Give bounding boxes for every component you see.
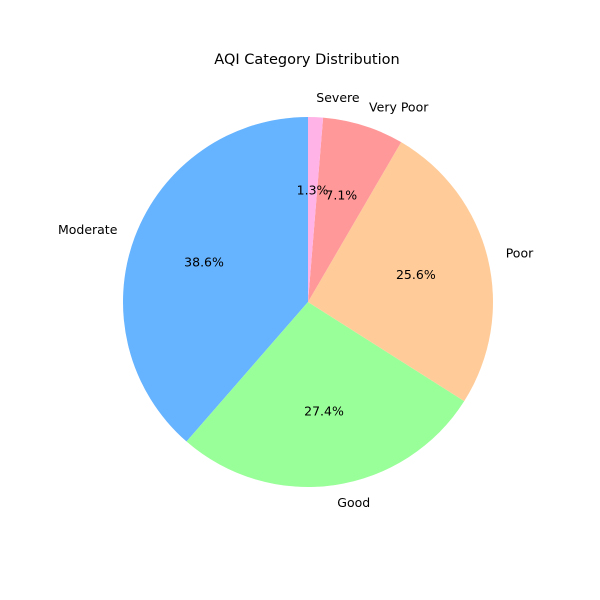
slice-percent-good: 27.4% [304,403,344,418]
pie-slice-severe [308,117,324,302]
chart-title: AQI Category Distribution [214,52,399,68]
pie-slice-good [186,302,465,487]
slice-label-moderate: Moderate [58,222,118,237]
slice-label-good: Good [337,495,370,510]
pie-slice-moderate [122,117,308,442]
slice-label-severe: Severe [316,90,360,105]
slice-percent-very-poor: 7.1% [325,188,357,203]
slice-percent-severe: 1.3% [297,183,329,198]
slice-label-poor: Poor [506,245,534,260]
pie-slices [122,117,493,487]
slice-label-very-poor: Very Poor [369,99,429,114]
pie-slice-very-poor [308,117,402,302]
pie-labels: Moderate 38.6% Good 27.4% Poor 25.6% Very Poor… [58,90,534,510]
pie-slice-poor [308,142,493,402]
slice-percent-moderate: 38.6% [184,255,224,270]
slice-percent-poor: 25.6% [396,267,436,282]
